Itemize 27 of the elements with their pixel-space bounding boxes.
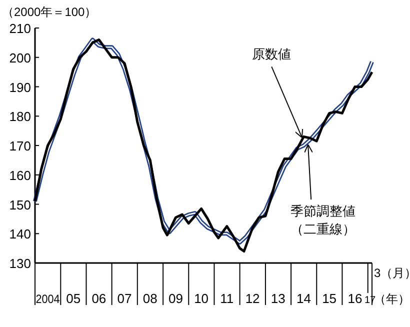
- x-tick-label: 12: [245, 291, 260, 306]
- y-tick-label: 150: [9, 197, 31, 212]
- y-tick-label: 160: [9, 168, 31, 183]
- x-tick-label: 06: [92, 291, 106, 306]
- x-tick-label: 10: [194, 291, 209, 306]
- x-tick-label: 2004: [36, 292, 62, 306]
- annotation: 季節調整値（二重線）: [290, 204, 356, 236]
- text: （年）: [374, 292, 410, 306]
- annotation: 原数値: [252, 46, 292, 62]
- text: 3（月）: [374, 266, 410, 280]
- x-tick-label: 08: [142, 291, 158, 306]
- x-tick-label: 05: [66, 291, 81, 306]
- x-tick-label: 11: [220, 291, 234, 306]
- y-tick-label: 180: [9, 109, 31, 124]
- x-tick-label: 13: [270, 291, 286, 306]
- x-tick-label: 14: [296, 291, 311, 306]
- x-tick-label: 07: [117, 291, 132, 306]
- y-tick-label: 210: [9, 21, 31, 36]
- y-tick-label: 170: [9, 138, 31, 154]
- y-tick-label: 190: [9, 80, 31, 95]
- y-tick-label: 200: [9, 50, 31, 66]
- y-axis-title: （2000年＝100）: [2, 5, 97, 19]
- x-tick-label: 09: [168, 291, 183, 306]
- x-tick-label: 16: [348, 291, 362, 306]
- x-tick-label: 15: [322, 291, 337, 306]
- y-tick-label: 130: [9, 256, 31, 271]
- y-tick-label: 140: [9, 226, 31, 242]
